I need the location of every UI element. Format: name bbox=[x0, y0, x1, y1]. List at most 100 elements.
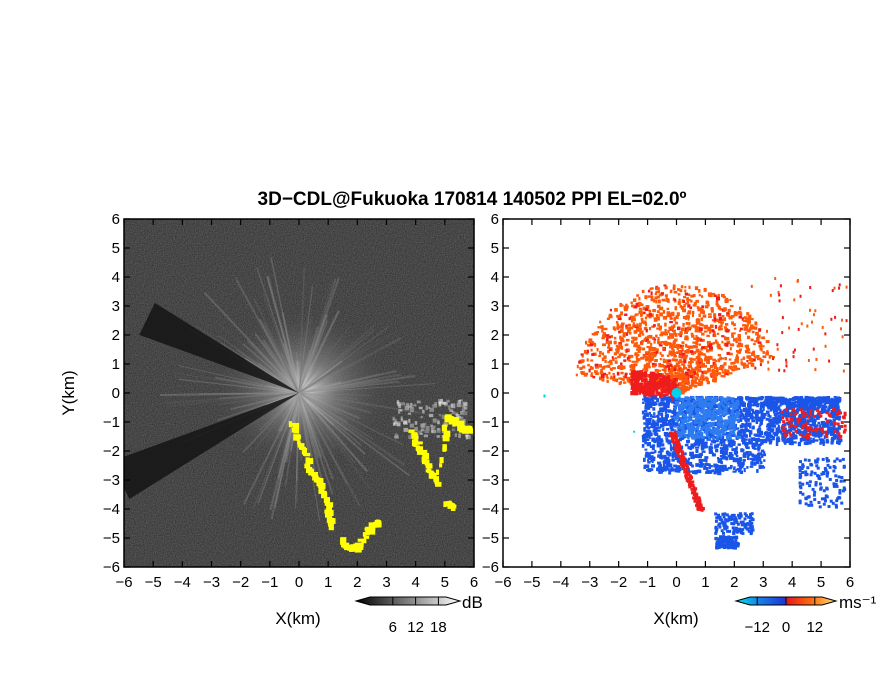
velocity-receding-gate bbox=[681, 454, 685, 458]
velocity-approaching-gate bbox=[715, 415, 719, 420]
reflectivity-shadow-sector bbox=[139, 302, 299, 393]
velocity-approaching-gate bbox=[692, 427, 696, 431]
velocity-approaching-gate bbox=[698, 424, 701, 427]
velocity-approaching-gate bbox=[684, 415, 688, 419]
velocity-approaching-gate bbox=[793, 417, 797, 421]
velocity-receding-gate bbox=[673, 291, 678, 294]
velocity-approaching-gate bbox=[832, 482, 836, 486]
velocity-approaching-gate bbox=[681, 429, 685, 433]
velocity-receding-gate bbox=[711, 319, 715, 322]
velocity-approaching-gate bbox=[756, 469, 759, 473]
velocity-receding-gate bbox=[710, 372, 715, 377]
velocity-approaching-gate bbox=[747, 408, 751, 413]
velocity-approaching-gate bbox=[676, 415, 680, 420]
velocity-receding-gate bbox=[649, 347, 654, 351]
velocity-receding-gate bbox=[789, 433, 793, 437]
velocity-receding-gate bbox=[768, 355, 772, 359]
velocity-receding-gate bbox=[756, 338, 760, 342]
velocity-approaching-gate bbox=[647, 421, 652, 426]
reflectivity-streak bbox=[298, 314, 328, 394]
velocity-approaching-gate bbox=[826, 471, 830, 475]
velocity-receding-gate bbox=[713, 313, 716, 316]
velocity-approaching-gate bbox=[809, 500, 813, 504]
velocity-approaching-gate bbox=[730, 417, 735, 421]
velocity-approaching-gate bbox=[643, 396, 647, 400]
reflectivity-streak bbox=[253, 298, 300, 394]
velocity-receding-gate bbox=[627, 323, 632, 327]
reflectivity-yellow-echo bbox=[328, 524, 334, 531]
velocity-approaching-gate bbox=[700, 427, 704, 431]
velocity-approaching-gate bbox=[816, 474, 820, 478]
velocity-approaching-gate bbox=[748, 529, 752, 533]
velocity-approaching-gate bbox=[726, 435, 730, 440]
velocity-receding-gate bbox=[590, 348, 593, 352]
velocity-receding-gate bbox=[843, 428, 847, 432]
velocity-approaching-gate bbox=[668, 422, 673, 426]
velocity-receding-gate bbox=[667, 374, 671, 380]
reflectivity-streak bbox=[298, 332, 395, 394]
velocity-approaching-gate bbox=[777, 424, 780, 429]
velocity-receding-gate bbox=[794, 429, 798, 433]
velocity-approaching-gate bbox=[746, 396, 750, 401]
velocity-approaching-gate bbox=[720, 466, 725, 471]
velocity-approaching-gate bbox=[785, 410, 790, 416]
reflectivity-streak bbox=[298, 392, 323, 458]
velocity-receding-gate bbox=[643, 326, 648, 331]
velocity-approaching-gate bbox=[734, 542, 738, 546]
velocity-approaching-gate bbox=[661, 397, 665, 401]
velocity-approaching-gate bbox=[689, 426, 693, 429]
velocity-approaching-gate bbox=[759, 416, 763, 421]
velocity-receding-gate bbox=[717, 372, 722, 375]
velocity-receding-gate bbox=[698, 337, 702, 341]
velocity-receding-gate bbox=[620, 326, 624, 329]
velocity-approaching-gate bbox=[719, 438, 725, 442]
velocity-approaching-gate bbox=[778, 429, 781, 434]
velocity-receding-gate bbox=[735, 356, 740, 361]
velocity-receding-gate bbox=[670, 335, 675, 339]
velocity-approaching-gate bbox=[824, 499, 828, 503]
velocity-receding-gate bbox=[642, 386, 646, 391]
velocity-approaching-gate bbox=[702, 435, 705, 439]
velocity-approaching-gate bbox=[731, 415, 736, 418]
velocity-approaching-gate bbox=[701, 445, 705, 451]
velocity-approaching-gate bbox=[668, 452, 672, 457]
velocity-approaching-gate bbox=[714, 396, 718, 400]
velocity-approaching-gate bbox=[779, 403, 782, 407]
velocity-approaching-gate bbox=[703, 465, 707, 469]
velocity-receding-gate bbox=[692, 486, 696, 490]
velocity-approaching-gate bbox=[678, 417, 682, 422]
reflectivity-yellow-echo bbox=[368, 527, 376, 535]
velocity-receding-gate bbox=[688, 371, 693, 375]
velocity-approaching-gate bbox=[721, 400, 726, 405]
velocity-receding-gate bbox=[678, 298, 681, 303]
velocity-approaching-gate bbox=[747, 418, 750, 422]
velocity-approaching-gate bbox=[715, 464, 720, 468]
velocity-approaching-gate bbox=[811, 411, 814, 414]
velocity-approaching-gate bbox=[815, 417, 820, 420]
velocity-receding-gate bbox=[616, 326, 620, 329]
velocity-approaching-gate bbox=[647, 468, 652, 472]
velocity-approaching-gate bbox=[647, 417, 652, 422]
velocity-approaching-gate bbox=[817, 429, 822, 434]
velocity-receding-gate bbox=[746, 312, 750, 316]
velocity-approaching-gate bbox=[703, 431, 708, 434]
reflectivity-echo bbox=[400, 418, 404, 422]
velocity-receding-gate bbox=[648, 355, 652, 360]
velocity-receding-gate bbox=[745, 344, 749, 349]
velocity-approaching-gate bbox=[777, 398, 782, 402]
velocity-receding-gate bbox=[758, 357, 762, 361]
velocity-receding-gate bbox=[792, 408, 796, 412]
velocity-approaching-gate bbox=[727, 407, 731, 412]
velocity-approaching-gate bbox=[719, 540, 723, 544]
reflectivity-streak bbox=[298, 347, 331, 394]
velocity-receding-gate bbox=[694, 286, 699, 291]
reflectivity-streak bbox=[298, 392, 403, 446]
velocity-approaching-gate bbox=[816, 457, 820, 461]
velocity-receding-gate bbox=[693, 337, 698, 340]
velocity-receding-gate bbox=[722, 364, 725, 369]
velocity-receding-gate bbox=[725, 329, 730, 333]
velocity-approaching-gate bbox=[747, 406, 752, 410]
velocity-receding-gate bbox=[590, 372, 593, 375]
reflectivity-yellow-echo bbox=[442, 444, 447, 451]
velocity-receding-gate bbox=[651, 347, 656, 351]
